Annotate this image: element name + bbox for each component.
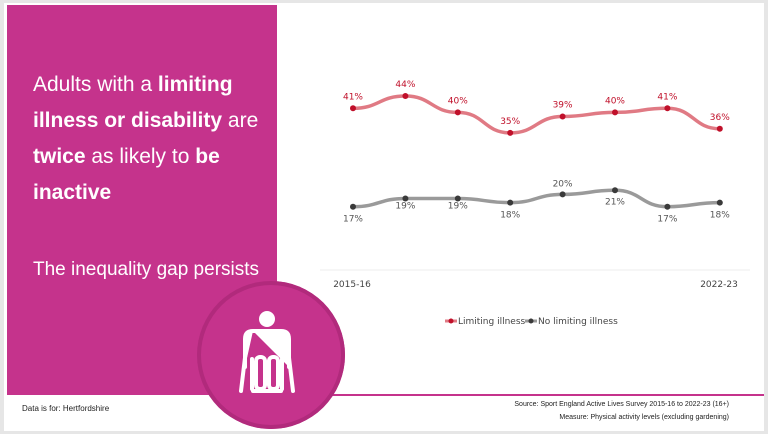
data-point [454,195,461,202]
data-label: 41% [343,92,363,102]
data-label: 17% [657,215,677,225]
headline: Adults with a limiting illness or disabi… [33,67,273,211]
legend-label: Limiting illness [458,317,526,327]
data-for-label: Data is for: Hertfordshire [22,404,110,413]
headline-text: as likely to [85,145,196,168]
source-label: Source: Sport England Active Lives Surve… [514,401,729,408]
slide: Adults with a limiting illness or disabi… [4,3,764,431]
data-point [716,125,723,132]
legend-marker [448,318,454,324]
data-label: 40% [605,96,625,106]
data-point [454,109,461,116]
data-label: 21% [605,197,625,207]
data-point [507,199,514,206]
series-line [352,188,720,209]
data-label: 41% [657,92,677,102]
series-line [352,94,720,135]
headline-bold: twice [33,145,86,168]
data-label: 17% [343,215,363,225]
data-label: 19% [395,202,415,212]
data-label: 19% [448,202,468,212]
data-point [612,187,618,194]
data-label: 44% [395,80,415,90]
data-label: 36% [710,113,730,123]
measure-label: Measure: Physical activity levels (exclu… [559,414,729,421]
divider [277,394,764,396]
x-tick-label: 2022-23 [700,280,738,290]
wheelchair-user-icon [239,311,295,393]
data-point [350,203,356,210]
headline-bold: be inactive [33,145,220,204]
data-label: 40% [448,96,468,106]
data-label: 39% [553,101,573,111]
legend-label: No limiting illness [538,317,618,327]
data-point [716,199,723,206]
headline-bold: limiting illness or disability [33,73,233,132]
data-point [664,105,671,112]
data-point [612,109,618,116]
headline-text: Adults with a [33,73,158,96]
headline-text: are [222,109,259,132]
data-point [350,105,356,112]
data-point [507,129,514,136]
data-label: 20% [553,179,573,189]
subheading: The inequality gap persists [33,259,260,280]
data-point [559,191,566,198]
data-point [559,113,566,120]
x-tick-label: 2015-16 [333,280,371,290]
data-point [402,93,409,99]
wheelchair-circle [197,281,345,429]
data-point [402,195,409,202]
data-point [664,203,671,210]
data-label: 18% [500,211,520,221]
legend-marker [528,318,534,324]
data-label: 35% [500,117,520,127]
data-label: 18% [710,211,730,221]
